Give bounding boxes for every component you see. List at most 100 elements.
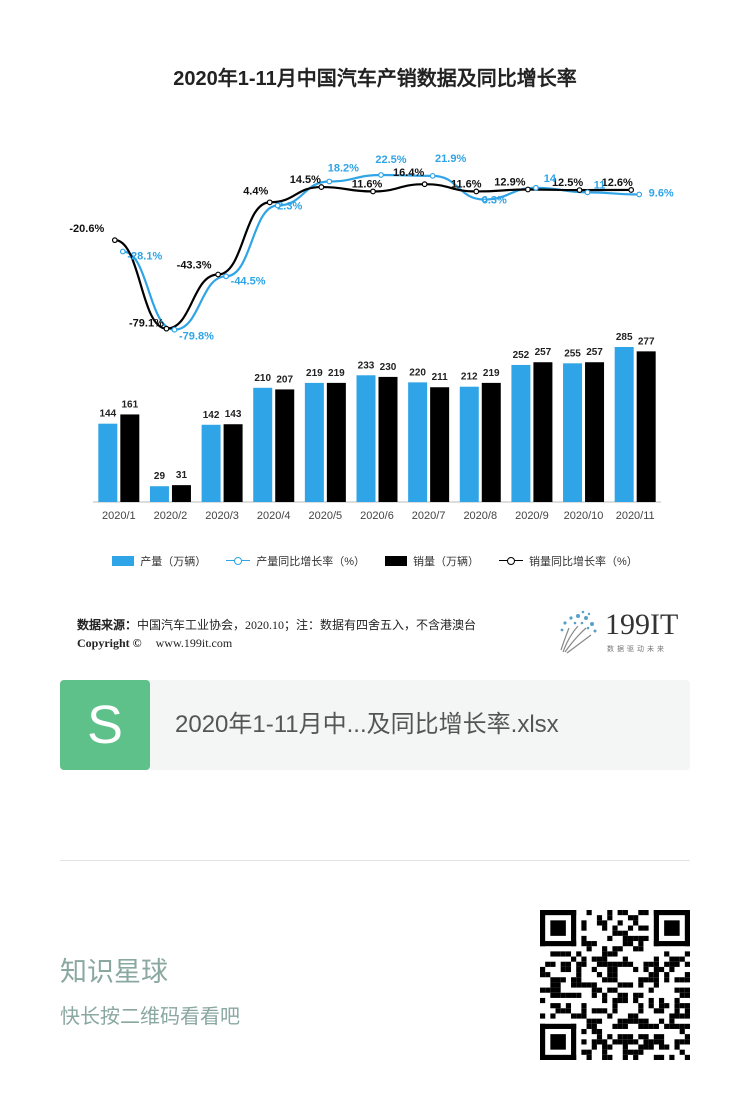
bar-sales bbox=[533, 362, 553, 502]
qr-module bbox=[633, 992, 639, 998]
qr-module bbox=[622, 992, 628, 998]
qr-module bbox=[653, 1039, 659, 1045]
qr-finder bbox=[653, 910, 690, 916]
planet-subtitle: 快长按二维码看看吧 bbox=[60, 1006, 240, 1028]
point-sales-growth bbox=[318, 184, 325, 190]
qr-module bbox=[586, 1054, 592, 1060]
point-sales-growth bbox=[215, 271, 221, 278]
bar-label-production: 210 bbox=[254, 373, 271, 384]
qr-module bbox=[633, 1039, 639, 1045]
file-attachment-card[interactable]: S 2020年1-11月中...及同比增长率.xlsx bbox=[60, 680, 690, 770]
qr-module bbox=[633, 1054, 639, 1060]
qr-module bbox=[679, 1049, 685, 1055]
qr-module bbox=[648, 1023, 654, 1029]
bar-production bbox=[98, 423, 118, 502]
line-label-production-growth: 18.2% bbox=[328, 162, 359, 174]
qr-module bbox=[643, 966, 649, 973]
qr-module bbox=[612, 946, 618, 952]
bar-sales bbox=[585, 362, 605, 502]
chart-legend: 产量（万辆） 产量同比增长率（%） 销量（万辆） 销量同比增长率（%） bbox=[0, 553, 750, 569]
x-tick-label: 2020/11 bbox=[616, 510, 655, 522]
qr-module bbox=[643, 1039, 649, 1045]
qr-module bbox=[581, 920, 587, 926]
qr-module bbox=[591, 956, 597, 962]
qr-module bbox=[679, 1039, 685, 1045]
qr-module bbox=[627, 1049, 634, 1055]
qr-module bbox=[545, 987, 551, 993]
qr-module bbox=[643, 910, 649, 916]
copyright-label: Copyright © bbox=[77, 636, 142, 650]
file-name: 2020年1-11月中...及同比增长率.xlsx bbox=[175, 711, 559, 738]
point-production-growth bbox=[274, 202, 281, 209]
qr-finder bbox=[550, 1034, 566, 1050]
qr-module bbox=[607, 966, 613, 973]
qr-module bbox=[638, 925, 644, 931]
qr-module bbox=[565, 1003, 572, 1009]
planet-title: 知识星球 bbox=[60, 957, 168, 987]
line-label-production-growth: 11 bbox=[594, 179, 606, 191]
qr-module bbox=[565, 966, 572, 973]
qr-module bbox=[617, 997, 623, 1004]
qr-module bbox=[622, 1039, 628, 1045]
qr-module bbox=[576, 992, 582, 998]
qr-code[interactable] bbox=[540, 910, 690, 1060]
qr-module bbox=[674, 961, 680, 967]
qr-module bbox=[622, 1034, 628, 1040]
bar-production bbox=[511, 364, 531, 502]
qr-module bbox=[617, 910, 623, 916]
qr-module bbox=[586, 982, 592, 988]
qr-module bbox=[555, 1008, 561, 1014]
x-tick-label: 2020/5 bbox=[309, 510, 343, 522]
qr-module bbox=[602, 956, 608, 962]
qr-module bbox=[653, 982, 659, 988]
bar-label-production: 29 bbox=[154, 471, 166, 482]
qr-module bbox=[612, 1039, 618, 1045]
legend-swatch-production bbox=[112, 556, 135, 566]
qr-module bbox=[648, 1003, 654, 1009]
qr-module bbox=[571, 956, 577, 962]
line-label-sales-growth: 11.6% bbox=[451, 178, 482, 190]
qr-module bbox=[627, 935, 634, 942]
line-label-production-growth: 9.6% bbox=[649, 187, 674, 199]
qr-module bbox=[658, 966, 665, 973]
qr-module bbox=[664, 1003, 670, 1009]
qr-module bbox=[617, 1023, 623, 1029]
qr-module bbox=[545, 961, 551, 967]
x-tick-label: 2020/7 bbox=[412, 510, 446, 522]
line-label-sales-growth: 4.4% bbox=[243, 185, 268, 197]
qr-module bbox=[607, 977, 613, 983]
bar-label-sales: 219 bbox=[483, 368, 500, 379]
qr-module bbox=[607, 987, 613, 993]
qr-module bbox=[658, 1039, 665, 1045]
qr-finder bbox=[550, 920, 566, 936]
qr-module bbox=[581, 961, 587, 967]
qr-module bbox=[664, 951, 670, 957]
qr-module bbox=[617, 1034, 623, 1040]
x-tick-label: 2020/2 bbox=[154, 510, 188, 522]
qr-module bbox=[581, 1028, 587, 1035]
qr-module bbox=[612, 1003, 618, 1009]
qr-module bbox=[638, 946, 644, 952]
point-sales-growth bbox=[628, 187, 635, 193]
qr-module bbox=[540, 997, 546, 1004]
x-tick-label: 2020/6 bbox=[360, 510, 394, 522]
qr-module bbox=[571, 1013, 577, 1019]
point-production-growth bbox=[429, 172, 436, 179]
qr-module bbox=[617, 1018, 623, 1024]
qr-module bbox=[627, 961, 634, 967]
qr-module bbox=[540, 987, 546, 993]
qr-module bbox=[586, 1023, 592, 1029]
qr-module bbox=[627, 925, 634, 931]
qr-finder bbox=[540, 910, 577, 916]
point-sales-growth bbox=[111, 237, 118, 244]
x-tick-label: 2020/10 bbox=[564, 510, 604, 522]
legend-swatch-sales bbox=[385, 556, 407, 566]
file-icon-letter: S bbox=[86, 695, 124, 755]
bar-label-production: 212 bbox=[461, 372, 478, 383]
qr-module bbox=[664, 1023, 670, 1029]
qr-module bbox=[550, 987, 556, 993]
qr-module bbox=[607, 951, 613, 957]
brand-dandelion-icon bbox=[560, 610, 597, 654]
qr-module bbox=[540, 966, 546, 973]
qr-module bbox=[684, 1008, 690, 1014]
